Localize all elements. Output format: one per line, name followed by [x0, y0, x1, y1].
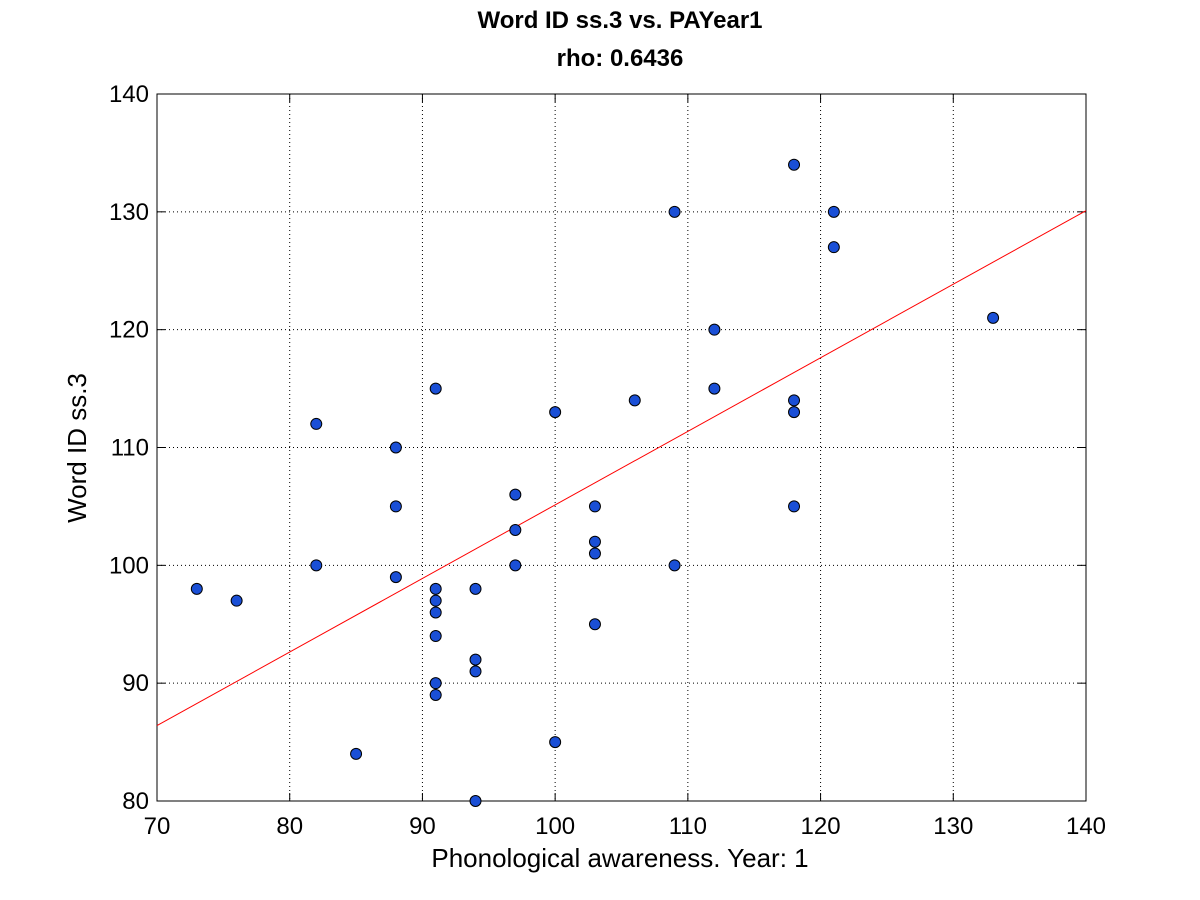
data-point	[668, 559, 681, 572]
data-point	[469, 795, 482, 807]
data-point	[509, 559, 522, 572]
y-axis-label: Word ID ss.3	[62, 373, 92, 523]
data-point	[509, 488, 522, 501]
data-point	[788, 394, 801, 407]
data-point	[788, 500, 801, 513]
chart-subtitle: rho: 0.6436	[557, 45, 684, 72]
y-tick-label: 140	[109, 81, 149, 108]
y-tick-label: 110	[111, 435, 149, 462]
data-point	[549, 736, 562, 749]
data-point	[429, 630, 442, 643]
data-point	[708, 382, 721, 395]
grid-lines	[157, 94, 1086, 801]
data-point	[429, 382, 442, 395]
data-point	[668, 205, 681, 218]
x-tick-label: 100	[535, 813, 575, 840]
data-point	[389, 571, 402, 584]
data-point	[429, 594, 442, 607]
x-tick-label: 110	[669, 813, 707, 840]
chart-title: Word ID ss.3 vs. PAYear1	[477, 7, 762, 34]
data-point	[788, 158, 801, 171]
data-point	[310, 417, 323, 430]
x-tick-label: 70	[144, 813, 171, 840]
data-point	[628, 394, 641, 407]
data-points	[190, 158, 1000, 807]
data-point	[389, 441, 402, 454]
data-point	[827, 205, 840, 218]
data-point	[389, 500, 402, 513]
data-point	[190, 582, 203, 595]
x-tick-label: 90	[409, 813, 436, 840]
data-point	[987, 311, 1000, 324]
data-point	[469, 582, 482, 595]
x-tick-label: 130	[933, 813, 973, 840]
data-point	[429, 606, 442, 619]
data-point	[588, 618, 601, 631]
x-tick-label: 140	[1066, 813, 1106, 840]
data-point	[708, 323, 721, 336]
data-point	[509, 523, 522, 536]
data-point	[469, 653, 482, 666]
y-tick-label: 120	[109, 317, 149, 344]
fit-line-group	[156, 210, 1087, 727]
data-point	[827, 241, 840, 254]
y-tick-label: 100	[109, 552, 149, 579]
data-point	[588, 535, 601, 548]
y-tick-label: 130	[109, 199, 149, 226]
fit-line	[156, 210, 1087, 727]
x-tick-label: 120	[801, 813, 841, 840]
data-point	[588, 500, 601, 513]
x-axis-label: Phonological awareness. Year: 1	[431, 843, 808, 873]
data-point	[429, 688, 442, 701]
y-tick-label: 90	[122, 670, 149, 697]
data-point	[230, 594, 243, 607]
data-point	[310, 559, 323, 572]
data-point	[549, 406, 562, 419]
data-point	[588, 547, 601, 560]
data-point	[429, 582, 442, 595]
data-point	[350, 747, 363, 760]
data-point	[788, 406, 801, 419]
y-tick-label: 80	[122, 788, 149, 815]
data-point	[429, 677, 442, 690]
x-tick-label: 80	[276, 813, 303, 840]
data-point	[469, 665, 482, 678]
